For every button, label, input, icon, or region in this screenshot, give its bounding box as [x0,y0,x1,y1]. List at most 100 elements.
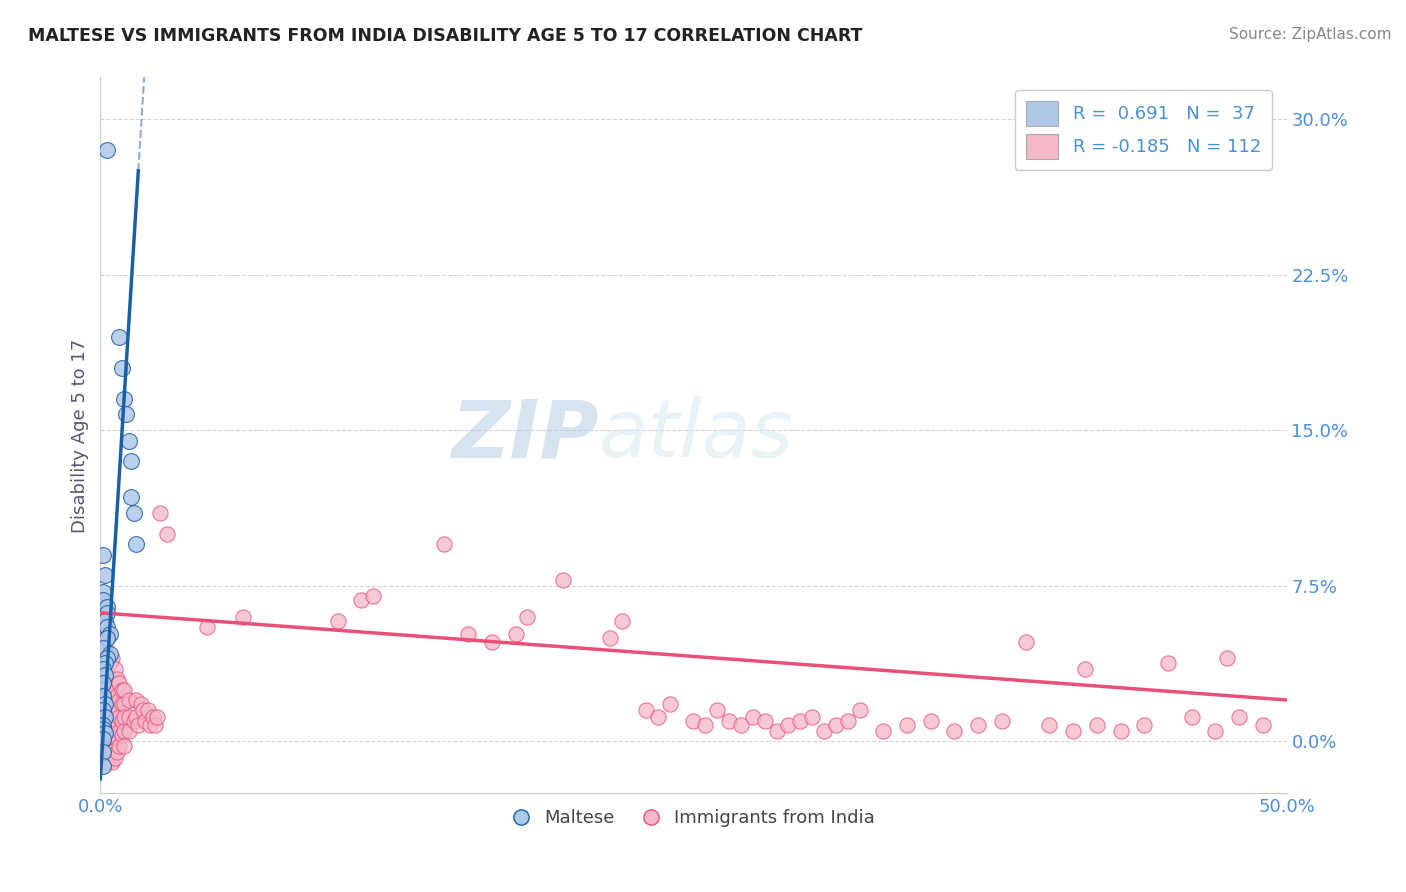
Point [98,626,121,640]
Point [91,626,114,640]
Point [991,714,1014,728]
Point [122,714,145,728]
Point [433,537,456,551]
Point [658,697,681,711]
Point [634,703,657,717]
Point [91,703,114,717]
Point [101,672,124,686]
Point [112,724,135,739]
Point [101,745,124,759]
Point [98,648,121,662]
Point [326,614,349,628]
Point [647,709,669,723]
Point [112,682,135,697]
Point [91,689,114,703]
Point [1133,718,1156,732]
Point [91,722,114,736]
Point [101,689,124,703]
Point [96,703,118,717]
Point [108,739,131,753]
Point [94,656,117,670]
Point [108,676,131,690]
Legend: Maltese, Immigrants from India: Maltese, Immigrants from India [505,802,883,834]
Point [920,714,942,728]
Point [98,672,121,686]
Point [91,593,114,607]
Point [1204,724,1226,739]
Point [129,697,152,711]
Point [96,756,118,770]
Point [718,714,741,728]
Point [118,693,141,707]
Point [91,585,114,599]
Point [94,568,117,582]
Text: ZIP: ZIP [451,396,599,475]
Point [1014,635,1036,649]
Point [848,703,870,717]
Point [778,718,800,732]
Point [111,728,134,742]
Point [105,672,128,686]
Point [101,718,124,732]
Point [112,709,135,723]
Point [111,697,134,711]
Point [706,703,728,717]
Point [134,714,156,728]
Point [94,631,117,645]
Point [96,689,118,703]
Point [813,724,835,739]
Point [96,631,118,645]
Point [232,610,254,624]
Point [98,703,121,717]
Point [837,714,859,728]
Point [457,626,479,640]
Point [1157,656,1180,670]
Point [101,731,124,745]
Point [94,714,117,728]
Point [125,537,148,551]
Point [125,693,148,707]
Point [967,718,990,732]
Point [111,682,134,697]
Point [141,709,163,723]
Point [896,718,918,732]
Point [96,620,118,634]
Point [120,454,142,468]
Point [91,606,114,620]
Point [103,697,125,711]
Point [754,714,776,728]
Point [105,703,128,717]
Point [91,641,114,656]
Point [94,672,117,686]
Text: MALTESE VS IMMIGRANTS FROM INDIA DISABILITY AGE 5 TO 17 CORRELATION CHART: MALTESE VS IMMIGRANTS FROM INDIA DISABIL… [28,27,863,45]
Point [96,143,118,157]
Point [112,697,135,711]
Point [115,407,138,421]
Point [98,656,121,670]
Point [127,718,149,732]
Point [824,718,846,732]
Point [96,606,118,620]
Point [149,506,172,520]
Point [765,724,787,739]
Point [105,745,128,759]
Point [108,724,131,739]
Point [125,709,148,723]
Point [94,614,117,628]
Point [599,631,621,645]
Point [105,718,128,732]
Point [91,676,114,690]
Point [94,682,117,697]
Point [91,718,114,732]
Point [612,614,634,628]
Point [146,709,169,723]
Point [741,709,763,723]
Point [108,693,131,707]
Point [112,392,135,406]
Point [91,745,114,759]
Point [112,739,135,753]
Point [96,651,118,665]
Point [94,668,117,682]
Point [943,724,966,739]
Point [1062,724,1084,739]
